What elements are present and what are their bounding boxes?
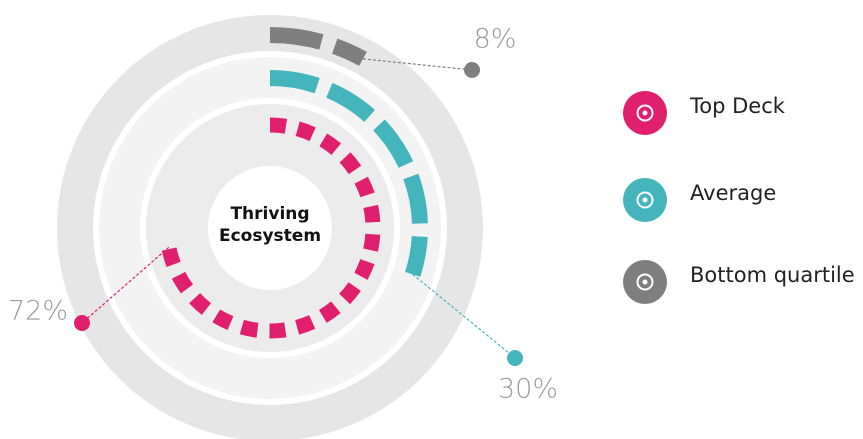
legend-icon xyxy=(636,191,654,209)
legend-label: Top Deck xyxy=(689,94,786,118)
legend-icon xyxy=(636,104,654,122)
arc-bar xyxy=(269,27,367,66)
legend-icon xyxy=(642,279,648,285)
center-disc xyxy=(208,166,332,290)
center-label: Thriving Ecosystem xyxy=(218,204,322,246)
arc-bar xyxy=(269,70,428,277)
callout-line xyxy=(362,58,473,71)
value-label: 8% xyxy=(474,24,517,55)
callout-line xyxy=(412,273,516,359)
legend-label: Average xyxy=(690,181,776,205)
value-label: 30% xyxy=(498,374,558,405)
legend-icon xyxy=(636,273,654,291)
legend-label: Bottom quartile xyxy=(690,263,855,287)
legend-icon xyxy=(642,110,648,116)
callout-dot xyxy=(74,315,90,331)
arc-bar xyxy=(161,117,381,339)
callout-line xyxy=(81,246,170,324)
callout-dot xyxy=(507,350,523,366)
callout-dot xyxy=(464,62,480,78)
value-label: 72% xyxy=(8,296,68,327)
legend-icon xyxy=(642,197,648,203)
